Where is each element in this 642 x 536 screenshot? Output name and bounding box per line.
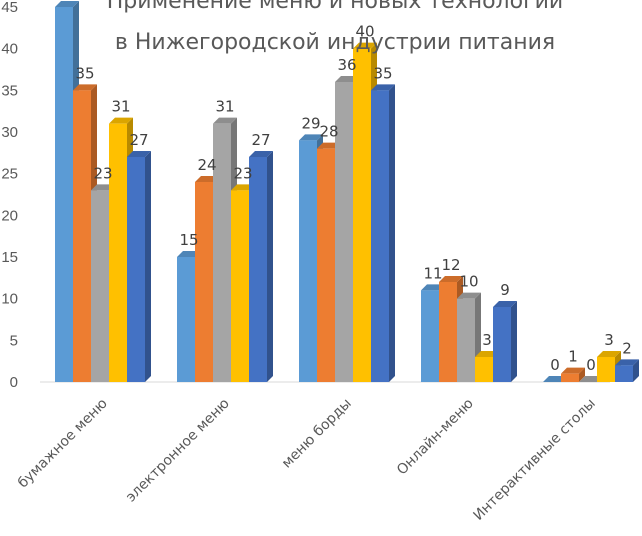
data-label: 11 — [423, 264, 442, 282]
bar — [493, 301, 517, 382]
data-label: 12 — [441, 256, 460, 274]
x-tick-label: меню борды — [279, 396, 355, 472]
y-tick-label: 10 — [1, 291, 18, 308]
bar-front — [73, 90, 91, 382]
data-label: 31 — [111, 98, 130, 116]
data-label: 3 — [482, 331, 492, 349]
y-tick-label: 5 — [10, 332, 18, 349]
data-label: 23 — [93, 164, 112, 182]
chart-title: Применение меню и новых технологии в Ниж… — [107, 0, 563, 55]
y-tick-label: 30 — [1, 124, 18, 141]
bar-top — [493, 301, 517, 307]
bar-side — [389, 84, 395, 382]
bar-top — [55, 1, 79, 7]
y-tick-label: 35 — [1, 82, 18, 99]
data-label: 35 — [373, 64, 392, 82]
data-label: 27 — [251, 131, 270, 149]
data-label: 36 — [337, 56, 356, 74]
y-tick-label: 15 — [1, 249, 18, 266]
x-tick-label: электронное меню — [123, 395, 233, 505]
bar-top — [439, 276, 463, 282]
bar-front — [109, 123, 127, 383]
data-label: 29 — [301, 114, 320, 132]
bar-front — [177, 257, 195, 382]
bar-side — [267, 151, 273, 382]
bar-top — [249, 151, 273, 157]
data-label: 9 — [500, 281, 510, 299]
bar-front — [249, 157, 267, 382]
bar-front — [475, 357, 493, 382]
bar-top — [73, 84, 97, 91]
bar-front — [335, 82, 353, 382]
data-label: 31 — [215, 98, 234, 116]
bar-top — [213, 117, 237, 124]
data-label: 23 — [233, 164, 252, 182]
bar — [615, 359, 639, 382]
bar — [561, 367, 585, 382]
data-label: 0 — [586, 356, 596, 374]
data-label: 28 — [319, 123, 338, 141]
bar-side — [511, 301, 517, 382]
bar-top — [127, 151, 151, 157]
bar — [371, 84, 395, 382]
bar-side — [633, 359, 639, 382]
bar-side — [145, 151, 151, 382]
bar-front — [439, 282, 457, 382]
data-label: 40 — [355, 23, 374, 41]
y-tick-label: 25 — [1, 166, 18, 183]
bar-top — [615, 359, 639, 366]
chart-title-line-1: Применение меню и новых технологии — [107, 0, 563, 14]
bar-front — [231, 190, 249, 382]
bar-top — [457, 292, 481, 299]
y-tick-label: 0 — [10, 374, 18, 391]
x-tick-label: Онлайн-меню — [394, 395, 477, 478]
x-tick-label: Интерактивные столы — [470, 396, 598, 524]
data-label: 10 — [459, 273, 478, 291]
bar-front — [213, 123, 231, 383]
bar-front — [561, 373, 579, 382]
bar — [249, 151, 273, 382]
bar-front — [317, 148, 335, 382]
bar-front — [493, 307, 511, 382]
bar-top — [353, 42, 377, 49]
data-label: 24 — [197, 156, 216, 174]
bars-group — [55, 1, 639, 383]
data-label: 2 — [622, 339, 632, 357]
bar-front — [55, 7, 73, 382]
bar-front — [353, 48, 371, 383]
data-label: 35 — [75, 64, 94, 82]
y-tick-label: 20 — [1, 207, 18, 224]
data-label: 1 — [568, 348, 578, 366]
bar-front — [195, 182, 213, 382]
data-labels-group: 15 29 11 0 35 24 28 12 1 23 31 36 10 0 31 23 40 3 3 27 27 35 9… — [75, 23, 631, 374]
bar-front — [615, 365, 633, 382]
data-label: 27 — [129, 131, 148, 149]
data-label: 3 — [604, 331, 614, 349]
bar-top — [561, 367, 585, 374]
bar-top — [371, 84, 395, 91]
bar-front — [371, 90, 389, 382]
bar-side — [579, 367, 585, 382]
bar-top — [299, 134, 323, 141]
bar-front — [597, 357, 615, 382]
bar-top — [109, 117, 133, 124]
data-label: 0 — [550, 356, 560, 374]
bar-front — [457, 298, 475, 382]
y-tick-label: 40 — [1, 41, 18, 58]
x-tick-label: бумажное меню — [15, 395, 111, 491]
y-tick-label: 45 — [1, 0, 18, 16]
bar — [127, 151, 151, 382]
data-label: 15 — [179, 231, 198, 249]
bar-front — [91, 190, 109, 382]
bar-front — [421, 290, 439, 382]
chart-title-line-2: в Нижегородской индустрии питания — [115, 30, 555, 55]
bar-top — [597, 351, 621, 357]
bar-front — [127, 157, 145, 382]
bar-front — [299, 140, 317, 382]
